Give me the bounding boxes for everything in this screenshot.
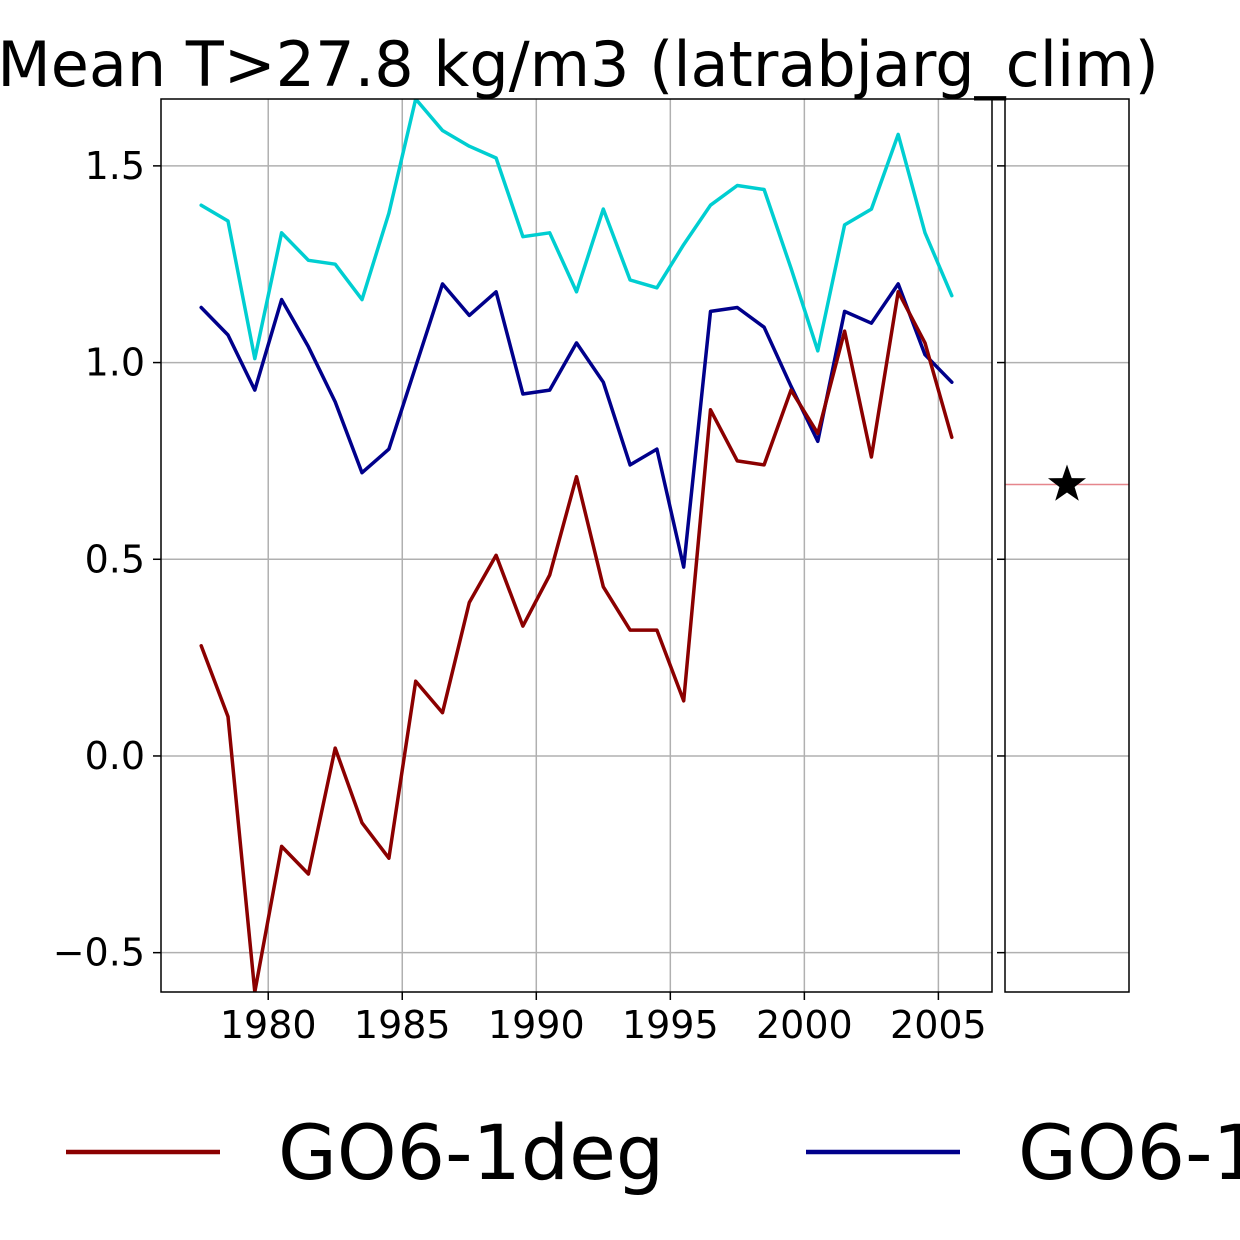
side-panel [997, 98, 1130, 993]
main-series-lines [199, 99, 954, 992]
main-grid [161, 99, 992, 992]
x-tick-label: 1985 [354, 1003, 451, 1047]
main-plot-frame [160, 98, 993, 993]
x-tick-label: 1990 [488, 1003, 585, 1047]
x-tick-label: 1980 [220, 1003, 317, 1047]
star-icon [1048, 464, 1086, 501]
series-line-go6-1deg [199, 290, 954, 992]
y-tick-label: 0.5 [85, 537, 145, 581]
main-axis-ticks: 1980 1985 1990 1995 2000 2005 −0.5 0.0 0.5 1.0 1.5 [53, 144, 987, 1047]
series-line-go6-1 [199, 282, 954, 569]
y-tick-label: 1.5 [85, 144, 145, 188]
y-tick-label: 1.0 [85, 341, 145, 385]
x-tick-label: 2005 [890, 1003, 987, 1047]
side-plot-frame [1004, 98, 1130, 993]
legend-label: GO6-1 [1018, 1108, 1240, 1197]
y-tick-label: −0.5 [53, 931, 145, 975]
chart-title: Mean T>27.8 kg/m3 (latrabjarg_clim) [0, 28, 1159, 101]
x-tick-label: 1995 [622, 1003, 719, 1047]
legend-label: GO6-1deg [278, 1108, 664, 1197]
y-tick-label: 0.0 [85, 734, 145, 778]
series-line-cyan [199, 99, 954, 361]
legend: GO6-1deg GO6-1 [66, 1108, 1240, 1197]
x-tick-label: 2000 [756, 1003, 853, 1047]
